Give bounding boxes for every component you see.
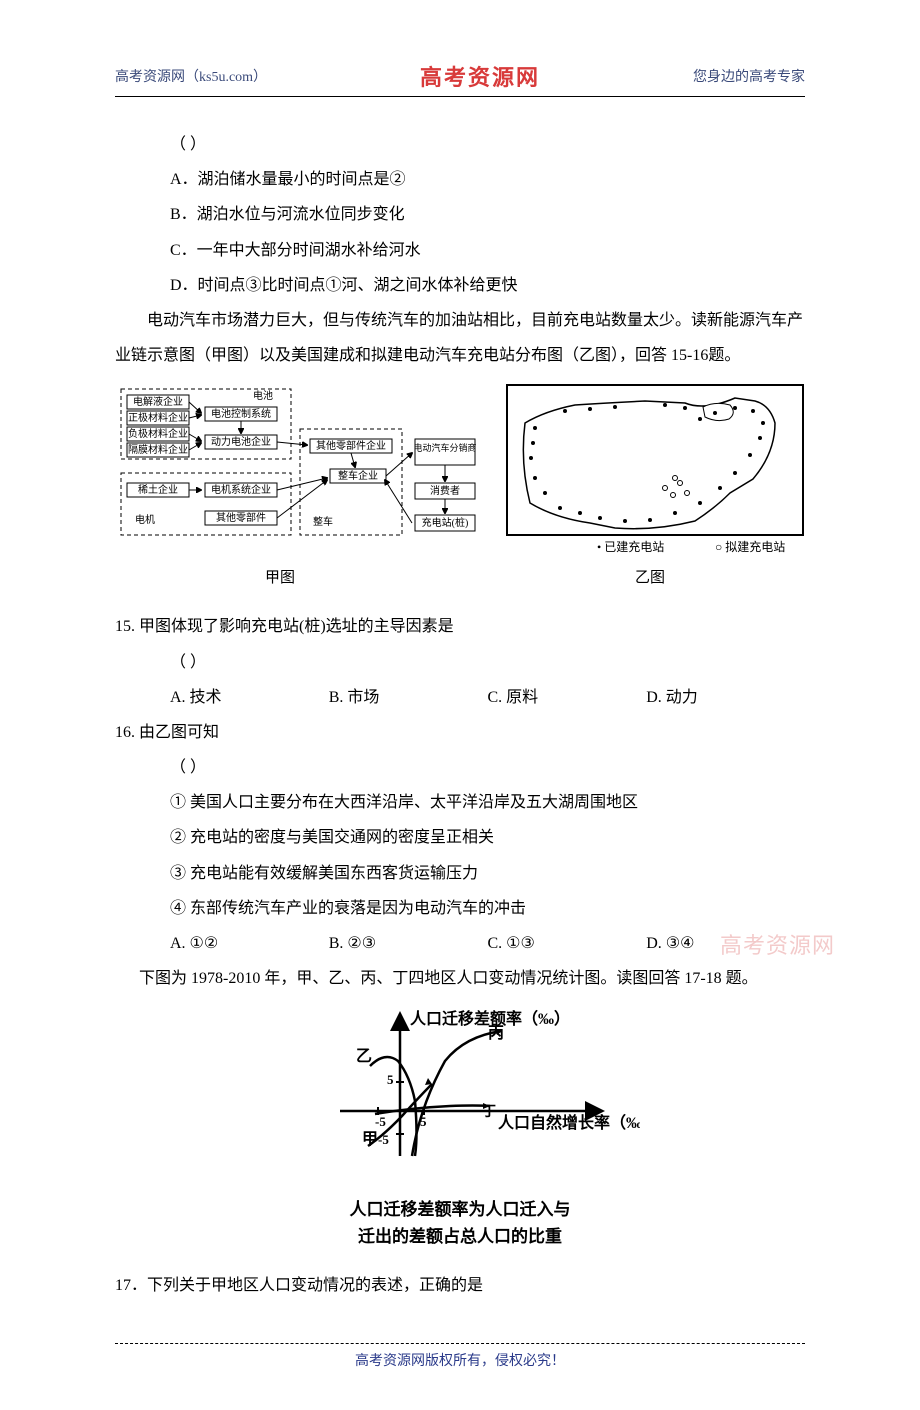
diagram-jia: 电池 电机 整车 电解液企业 正极材料企业 负极材料企业 — [115, 383, 485, 558]
svg-text:电池: 电池 — [253, 389, 273, 402]
svg-text:其他零部件企业: 其他零部件企业 — [316, 439, 386, 452]
q16-opt-d: D. ③④ — [646, 935, 694, 952]
graph-caption-l1: 人口迁移差额率为人口迁入与 — [115, 1196, 805, 1223]
svg-text:电机系统企业: 电机系统企业 — [211, 483, 271, 496]
svg-text:其他零部件: 其他零部件 — [216, 511, 266, 524]
q16-line: 16. 由乙图可知 — [115, 715, 805, 750]
q15-opt-d: D. 动力 — [646, 680, 805, 715]
svg-text:电动汽车分销商: 电动汽车分销商 — [413, 442, 476, 453]
svg-text:电解液企业: 电解液企业 — [133, 395, 183, 408]
q16-options: A. ①② B. ②③ C. ①③ D. ③④ 高考资源网 — [115, 926, 805, 961]
svg-text:-5: -5 — [375, 1114, 386, 1129]
q16-opt-a: A. ①② — [170, 926, 329, 961]
us-map-svg: • 已建充电站 ○ 拟建充电站 — [505, 383, 805, 558]
q16-opt-c: C. ①③ — [488, 926, 647, 961]
q15-opt-c: C. 原料 — [488, 680, 647, 715]
svg-text:动力电池企业: 动力电池企业 — [211, 435, 271, 448]
population-graph: 人口迁移差额率（‰） 人口自然增长率（‰） 乙 丙 甲 丁 5 -5 -5 5 — [115, 1006, 805, 1250]
population-graph-svg: 人口迁移差额率（‰） 人口自然增长率（‰） 乙 丙 甲 丁 5 -5 -5 5 — [280, 1006, 640, 1176]
q15-paren: （ ） — [115, 645, 805, 680]
flowchart-svg: 电池 电机 整车 电解液企业 正极材料企业 负极材料企业 — [115, 383, 485, 558]
svg-text:○ 拟建充电站: ○ 拟建充电站 — [715, 539, 785, 554]
q15-line: 15. 甲图体现了影响充电站(桩)选址的主导因素是 — [115, 609, 805, 644]
svg-text:隔膜材料企业: 隔膜材料企业 — [128, 443, 188, 456]
diagram-yi: • 已建充电站 ○ 拟建充电站 — [505, 383, 805, 558]
svg-text:稀土企业: 稀土企业 — [138, 483, 178, 496]
svg-text:人口自然增长率（‰）: 人口自然增长率（‰） — [498, 1113, 640, 1132]
intro-paragraph-2: 下图为 1978-2010 年，甲、乙、丙、丁四地区人口变动情况统计图。读图回答… — [115, 961, 805, 996]
figures-row: 电池 电机 整车 电解液企业 正极材料企业 负极材料企业 — [115, 383, 805, 558]
page-header: 高考资源网（ks5u.com） 高考资源网 您身边的高考专家 — [115, 60, 805, 97]
q16-opt-b: B. ②③ — [329, 926, 488, 961]
q15-opt-a: A. 技术 — [170, 680, 329, 715]
prev-option-d: D．时间点③比时间点①河、湖之间水体补给更快 — [115, 268, 805, 303]
svg-text:充电站(桩): 充电站(桩) — [422, 516, 469, 529]
svg-text:负极材料企业: 负极材料企业 — [128, 427, 188, 440]
svg-text:正极材料企业: 正极材料企业 — [128, 411, 188, 424]
prev-question-paren: （ ） — [115, 127, 805, 162]
svg-text:电池控制系统: 电池控制系统 — [211, 407, 271, 420]
svg-text:乙: 乙 — [356, 1048, 372, 1065]
q15-options: A. 技术 B. 市场 C. 原料 D. 动力 — [115, 680, 805, 715]
prev-option-b: B．湖泊水位与河流水位同步变化 — [115, 197, 805, 232]
q16-opt-d-wrap: D. ③④ 高考资源网 — [646, 926, 805, 961]
prev-option-a: A．湖泊储水量最小的时间点是② — [115, 162, 805, 197]
intro-paragraph-1: 电动汽车市场潜力巨大，但与传统汽车的加油站相比，目前充电站数量太少。读新能源汽车… — [115, 303, 805, 373]
header-title: 高考资源网 — [420, 65, 540, 90]
figure-captions: 甲图 乙图 — [115, 562, 805, 595]
svg-text:5: 5 — [387, 1072, 394, 1087]
header-right: 您身边的高考专家 — [693, 66, 805, 86]
q16-s4: ④ 东部传统汽车产业的衰落是因为电动汽车的冲击 — [115, 891, 805, 926]
q15-opt-b: B. 市场 — [329, 680, 488, 715]
caption-jia: 甲图 — [265, 562, 295, 595]
svg-text:电机: 电机 — [135, 513, 155, 526]
header-center: 高考资源网 — [267, 60, 693, 92]
svg-text:消费者: 消费者 — [430, 484, 460, 497]
svg-text:整车企业: 整车企业 — [338, 469, 378, 482]
footer-divider — [115, 1343, 805, 1344]
prev-option-c: C．一年中大部分时间湖水补给河水 — [115, 233, 805, 268]
svg-text:• 已建充电站: • 已建充电站 — [597, 539, 664, 554]
graph-caption-l2: 迁出的差额占总人口的比重 — [115, 1223, 805, 1250]
q16-s3: ③ 充电站能有效缓解美国东西客货运输压力 — [115, 856, 805, 891]
q16-s2: ② 充电站的密度与美国交通网的密度呈正相关 — [115, 820, 805, 855]
q17-line: 17．下列关于甲地区人口变动情况的表述，正确的是 — [115, 1268, 805, 1303]
caption-yi: 乙图 — [635, 562, 665, 595]
footer-text: 高考资源网版权所有，侵权必究！ — [115, 1350, 805, 1370]
q16-paren: （ ） — [115, 750, 805, 785]
q16-s1: ① 美国人口主要分布在大西洋沿岸、太平洋沿岸及五大湖周围地区 — [115, 785, 805, 820]
page-content: （ ） A．湖泊储水量最小的时间点是② B．湖泊水位与河流水位同步变化 C．一年… — [115, 127, 805, 1303]
header-left: 高考资源网（ks5u.com） — [115, 66, 267, 86]
graph-caption: 人口迁移差额率为人口迁入与 迁出的差额占总人口的比重 — [115, 1196, 805, 1250]
svg-text:整车: 整车 — [313, 515, 333, 528]
